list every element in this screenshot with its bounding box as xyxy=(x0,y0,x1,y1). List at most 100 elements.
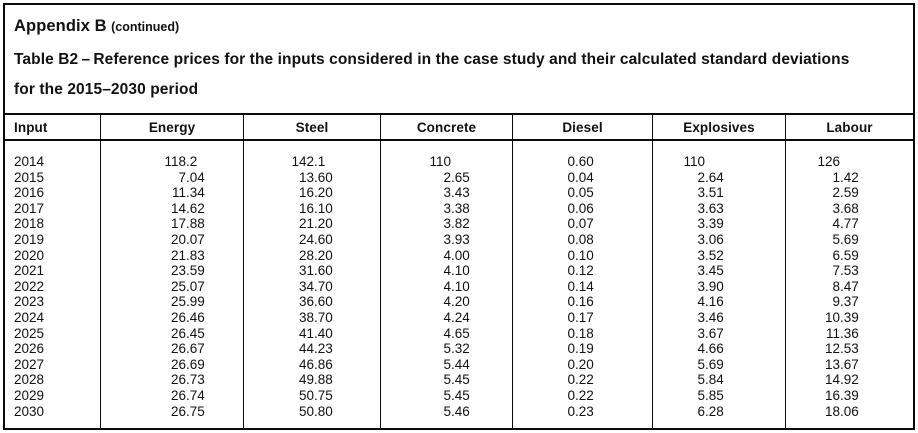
cell-integer-part: 28 xyxy=(298,247,314,263)
table-column-energy: 118.2 7.04 11.34 14.62 17.88 20.07 21.83 23.59 2… xyxy=(100,141,243,428)
cell-integer-part: 118 xyxy=(164,154,186,169)
cell-fraction-part: .07 xyxy=(186,231,205,247)
cell-fraction-part: .24 xyxy=(451,309,470,325)
table-cell: 3.52 xyxy=(653,248,785,264)
cell-fraction-part: .28 xyxy=(705,403,724,419)
cell-integer-part: 14 xyxy=(170,200,186,216)
cell-integer-part: 0 xyxy=(567,387,575,403)
cell-fraction-part: .85 xyxy=(705,387,724,403)
table-cell: 5.69 xyxy=(653,357,785,373)
cell-fraction-part: .80 xyxy=(314,403,333,419)
cell-integer-part: 34 xyxy=(298,278,314,294)
cell-integer-part: 21 xyxy=(170,247,186,263)
cell-fraction-part: .20 xyxy=(314,185,333,201)
table-cell: 14.92 xyxy=(786,372,913,388)
cell-fraction-part: .20 xyxy=(314,216,333,232)
table-cell: 28.20 xyxy=(244,248,380,264)
cell-fraction-part: .62 xyxy=(186,200,205,216)
table-cell: 3.90 xyxy=(653,279,785,295)
cell-integer-part: 3 xyxy=(697,247,705,263)
cell-integer-part: 26 xyxy=(170,356,186,372)
table-cell: 4.10 xyxy=(381,279,512,295)
cell-integer-part: 0 xyxy=(567,356,575,372)
cell-fraction-part: .00 xyxy=(451,247,470,263)
cell-fraction-part: .82 xyxy=(451,216,470,232)
cell-integer-part: 36 xyxy=(298,294,314,310)
cell-fraction-part: .63 xyxy=(705,200,724,216)
table-cell: 12.53 xyxy=(786,341,913,357)
table-cell: 2.64 xyxy=(653,170,785,186)
cell-fraction-part: .66 xyxy=(705,341,724,357)
cell-integer-part: 3 xyxy=(443,185,451,201)
table-cell: 110 xyxy=(381,154,512,170)
table-cell: 26.45 xyxy=(101,326,243,342)
table-cell: 26.46 xyxy=(101,310,243,326)
cell-integer-part: 0 xyxy=(567,247,575,263)
cell-integer-part: 17 xyxy=(170,216,186,232)
cell-fraction-part: .70 xyxy=(314,278,333,294)
table-cell: 0.04 xyxy=(513,170,652,186)
table-cell: 10.39 xyxy=(786,310,913,326)
cell-fraction-part: .46 xyxy=(186,309,205,325)
cell-fraction-part: .38 xyxy=(451,200,470,216)
cell-integer-part: 4 xyxy=(443,294,451,310)
row-year-label: 2026 xyxy=(14,341,45,357)
table-cell: 3.39 xyxy=(653,216,785,232)
table-cell: 0.22 xyxy=(513,372,652,388)
cell-fraction-part: .05 xyxy=(575,185,594,201)
cell-fraction-part: .84 xyxy=(705,372,724,388)
table-cell: 9.37 xyxy=(786,294,913,310)
cell-fraction-part: .60 xyxy=(314,231,333,247)
table-cell: 4.24 xyxy=(381,310,512,326)
cell-integer-part: 26 xyxy=(170,341,186,357)
cell-integer-part: 26 xyxy=(170,403,186,419)
cell-integer-part: 7 xyxy=(178,169,186,185)
cell-integer-part: 9 xyxy=(832,294,840,310)
cell-integer-part: 3 xyxy=(697,263,705,279)
cell-fraction-part: .22 xyxy=(575,372,594,388)
cell-fraction-part: .68 xyxy=(840,200,859,216)
cell-fraction-part: .67 xyxy=(186,341,205,357)
cell-fraction-part: .42 xyxy=(840,169,859,185)
cell-fraction-part: .23 xyxy=(575,403,594,419)
cell-fraction-part: .39 xyxy=(840,387,859,403)
cell-fraction-part: .06 xyxy=(840,403,859,419)
table-cell: 0.10 xyxy=(513,248,652,264)
cell-fraction-part: .45 xyxy=(186,325,205,341)
table-column-steel: 142.1 13.60 16.20 16.10 21.20 24.60 28.20 31.60… xyxy=(243,141,380,428)
cell-integer-part: 49 xyxy=(298,372,314,388)
cell-integer-part: 142 xyxy=(291,154,314,169)
cell-integer-part: 11 xyxy=(171,185,186,201)
table-cell: 5.32 xyxy=(381,341,512,357)
cell-fraction-part: .60 xyxy=(314,294,333,310)
row-year-label: 2024 xyxy=(14,309,45,325)
cell-fraction-part: .59 xyxy=(186,263,205,279)
row-year-label: 2029 xyxy=(14,387,45,403)
cell-integer-part: 6 xyxy=(832,247,840,263)
table-cell: 26.69 xyxy=(101,357,243,373)
table-cell: 3.06 xyxy=(653,232,785,248)
table-cell: 25.07 xyxy=(101,279,243,295)
table-cell: 18.06 xyxy=(786,404,913,420)
table-cell: 3.93 xyxy=(381,232,512,248)
table-cell: 4.16 xyxy=(653,294,785,310)
table-caption-line-2: for the 2015–2030 period xyxy=(14,81,199,98)
cell-fraction-part: .64 xyxy=(705,169,724,185)
table-cell: 3.82 xyxy=(381,216,512,232)
cell-integer-part: 16 xyxy=(824,387,840,403)
table-cell: 0.22 xyxy=(513,388,652,404)
cell-integer-part: 0 xyxy=(567,263,575,279)
table-cell: 16.39 xyxy=(786,388,913,404)
cell-integer-part: 13 xyxy=(298,169,314,185)
table-cell: 0.14 xyxy=(513,279,652,295)
cell-integer-part: 5 xyxy=(443,387,451,403)
table-cell: 5.44 xyxy=(381,357,512,373)
table-cell: 3.63 xyxy=(653,201,785,217)
column-header-explosives: Explosives xyxy=(652,113,785,141)
cell-integer-part: 4 xyxy=(832,216,840,232)
cell-fraction-part: .10 xyxy=(451,263,470,279)
table-cell: 26.75 xyxy=(101,404,243,420)
column-header-steel: Steel xyxy=(243,113,380,141)
table-cell: 2.65 xyxy=(381,170,512,186)
cell-integer-part: 5 xyxy=(443,341,451,357)
